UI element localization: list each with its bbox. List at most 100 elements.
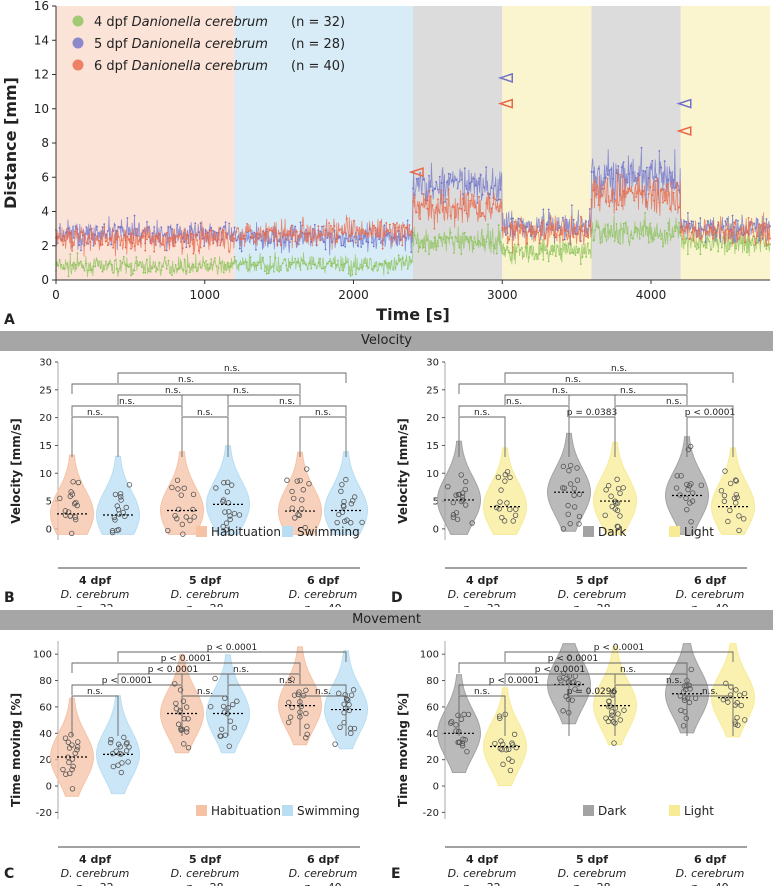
series-point (603, 227, 605, 230)
series-point (342, 269, 345, 272)
series-point (315, 243, 318, 246)
series-point (444, 206, 447, 209)
series-point (487, 193, 489, 195)
series-point (658, 201, 661, 204)
series-point (653, 199, 655, 202)
series-point (297, 235, 300, 238)
series-point (660, 166, 663, 169)
data-point (615, 523, 621, 530)
significance-bracket (458, 684, 570, 695)
series-point (644, 193, 646, 196)
series-point (519, 224, 521, 227)
series-point (135, 228, 138, 230)
series-point (192, 252, 195, 255)
series-point (558, 253, 561, 256)
series-point (363, 262, 366, 265)
series-point (213, 238, 216, 241)
y-tick-label: 20 (426, 413, 439, 424)
series-point (763, 245, 766, 248)
series-point (645, 166, 648, 169)
series-point (738, 238, 741, 241)
group-species: D. cerebrum (676, 867, 745, 880)
series-point (72, 244, 75, 246)
series-point (165, 231, 168, 234)
violin-light (482, 687, 528, 787)
data-point (169, 484, 175, 491)
series-point (769, 237, 771, 240)
significance-label: n.s. (87, 408, 103, 418)
series-point (403, 224, 405, 227)
significance-label: n.s. (233, 665, 249, 675)
series-point (103, 225, 106, 228)
series-point (188, 225, 191, 228)
series-point (205, 232, 207, 235)
series-point (246, 222, 248, 225)
data-point (741, 516, 747, 522)
legend-swatch (669, 526, 680, 537)
series-point (176, 223, 179, 226)
data-point (560, 485, 566, 491)
data-point (499, 514, 505, 521)
series-point (519, 248, 521, 251)
series-point (276, 269, 279, 272)
series-point (333, 225, 336, 227)
series-point (483, 238, 486, 241)
data-point (67, 770, 73, 777)
significance-label: n.s. (666, 676, 682, 686)
data-point (304, 466, 310, 472)
series-point (299, 221, 302, 224)
group-n: n = 40 (691, 881, 728, 886)
series-point (65, 228, 68, 231)
series-point (494, 184, 497, 187)
series-point (606, 173, 609, 176)
series-point (56, 242, 59, 245)
series-point (110, 239, 113, 241)
series-point (685, 227, 688, 229)
series-point (124, 264, 127, 267)
data-point (292, 515, 298, 521)
series-point (90, 268, 93, 271)
series-point (128, 238, 131, 241)
series-point (276, 244, 279, 247)
series-point (406, 268, 409, 270)
significance-label: n.s. (565, 375, 581, 385)
data-point (125, 759, 131, 765)
series-point (497, 210, 500, 213)
series-point (215, 240, 218, 243)
data-point (75, 739, 81, 745)
series-point (271, 265, 273, 268)
series-point (747, 216, 750, 219)
series-point (153, 265, 156, 268)
series-point (392, 237, 395, 240)
series-point (280, 244, 282, 247)
series-point (64, 235, 66, 237)
data-point (566, 655, 573, 661)
series-point (114, 241, 116, 244)
panel-letter-c: C (4, 866, 15, 882)
series-point (255, 264, 257, 267)
data-point (175, 486, 181, 492)
series-point (469, 182, 472, 184)
series-point (765, 244, 768, 247)
data-point (220, 523, 226, 530)
series-point (506, 242, 509, 244)
series-point (640, 233, 643, 236)
data-point (733, 500, 739, 506)
series-point (383, 224, 386, 227)
data-point (111, 514, 118, 521)
series-point (678, 189, 680, 192)
series-point (695, 248, 698, 250)
series-point (692, 220, 695, 223)
series-point (469, 199, 472, 202)
series-point (263, 232, 266, 234)
series-point (710, 227, 712, 230)
series-point (242, 238, 245, 240)
series-point (490, 187, 493, 190)
series-point (597, 227, 600, 230)
series-point (479, 215, 482, 218)
data-point (74, 747, 80, 753)
phase-mean-marker (676, 98, 692, 109)
data-point (733, 687, 739, 693)
series-point (117, 236, 120, 238)
series-point (667, 178, 670, 181)
